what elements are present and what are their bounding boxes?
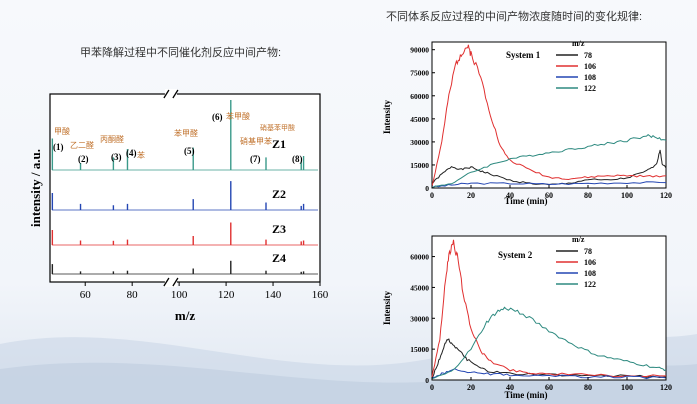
right-caption: 不同体系反应过程的中间产物浓度随时间的变化规律:: [386, 11, 643, 23]
ms-x-tick-label: 60: [80, 289, 92, 301]
system2-chart: 0 20 40 60 80 100 120 0 15000 30000 45000 60000 m/z 7…: [382, 235, 672, 400]
spectrum-z4: Z4: [51, 251, 318, 275]
ms-x-tick-label: 80: [127, 289, 139, 301]
peak-number-label: (5): [184, 146, 195, 156]
peak-compound-label: 苯甲酸: [226, 111, 250, 121]
axis-break-gap: [164, 89, 177, 99]
x-tick-label: 100: [621, 383, 633, 392]
peak-number-label: (3): [111, 152, 122, 162]
spectrum-label-z4: Z4: [272, 251, 286, 265]
legend-title: m/z: [572, 235, 585, 244]
peak-number-label: (2): [78, 154, 89, 164]
x-tick-label: 60: [545, 191, 553, 200]
legend: m/z 78 106 108 122: [556, 39, 596, 93]
y-tick-label: 15000: [410, 345, 429, 354]
series-line-106: [431, 44, 667, 187]
x-tick-label: 20: [467, 191, 475, 200]
series-line-122: [431, 133, 667, 189]
s2-title: System 2: [498, 250, 533, 260]
series-line-122: [431, 306, 667, 380]
peak-compound-label: 甲酸: [54, 126, 70, 136]
left-caption: 甲苯降解过程中不同催化剂反应中间产物:: [80, 47, 282, 59]
spectrum-z2: Z2: [51, 181, 318, 211]
s2-x-label: Time (min): [504, 390, 547, 400]
peak-number-label: (4): [126, 148, 137, 158]
peak-number-label: (8): [292, 154, 303, 164]
axis-break-mark: [163, 277, 170, 287]
legend-entry: 122: [584, 280, 596, 289]
legend-title: m/z: [572, 39, 585, 48]
legend-entry: 78: [584, 51, 592, 60]
x-tick-label: 0: [430, 383, 434, 392]
series-line-108: [431, 368, 667, 380]
legend-entry: 78: [584, 247, 592, 256]
peak-compound-label: 乙二醛: [70, 140, 94, 150]
ms-x-tick-label: 120: [218, 289, 235, 301]
peak-number-label: (1): [53, 142, 64, 152]
y-tick-label: 0: [425, 376, 429, 385]
axis-break-mark: [172, 89, 179, 99]
y-tick-label: 45000: [410, 283, 429, 292]
series-line-78: [431, 338, 667, 380]
legend-entry: 122: [584, 84, 596, 93]
peak-compound-label: 苯: [137, 150, 145, 160]
spectrum-label-z1: Z1: [272, 137, 286, 151]
spectrum-z3: Z3: [51, 222, 318, 246]
s1-y-label: Intensity: [382, 100, 392, 135]
x-tick-label: 120: [660, 191, 672, 200]
x-tick-label: 120: [660, 383, 672, 392]
y-tick-label: 45000: [410, 115, 429, 124]
x-tick-label: 60: [545, 383, 553, 392]
x-tick-label: 80: [584, 383, 592, 392]
ms-x-tick-label: 100: [171, 289, 188, 301]
series-line-108: [431, 181, 667, 189]
mass-spectra-chart: Z1 Z2 Z3 Z4 60 80 100 120 140 160 (1) 甲酸 (2) 乙二醛 (3) 丙…: [28, 89, 329, 323]
x-tick-label: 100: [621, 191, 633, 200]
y-tick-label: 60000: [410, 92, 429, 101]
legend-entry: 108: [584, 73, 596, 82]
s1-x-label: Time (min): [504, 196, 547, 206]
axis-break-mark: [163, 89, 170, 99]
ms-x-tick-label: 140: [265, 289, 282, 301]
legend-entry: 108: [584, 269, 596, 278]
system1-chart: 0 20 40 60 80 100 120 0 15000 30000 45000 60000 7500…: [382, 39, 672, 206]
y-tick-label: 0: [425, 184, 429, 193]
peak-number-label: (6): [212, 112, 223, 122]
y-tick-label: 30000: [410, 138, 429, 147]
legend-entry: 106: [584, 258, 596, 267]
ms-x-tick-label: 160: [312, 289, 329, 301]
legend-entry: 106: [584, 62, 596, 71]
peak-number-label: (7): [250, 154, 261, 164]
y-tick-label: 60000: [410, 253, 429, 262]
spectrum-label-z2: Z2: [272, 187, 286, 201]
x-tick-label: 80: [584, 191, 592, 200]
s1-plot-frame: [431, 41, 667, 189]
series-line-106: [431, 239, 666, 378]
peak-compound-label: 硝基苯甲酸: [260, 123, 295, 132]
peak-compound-label: 苯甲醛: [174, 128, 198, 138]
s1-title: System 1: [506, 50, 541, 60]
x-tick-label: 0: [430, 191, 434, 200]
peak-compound-label: 丙酮醛: [100, 134, 124, 144]
ms-x-label: m/z: [175, 308, 195, 323]
ms-plot-frame: [49, 93, 321, 283]
peak-compound-label: 硝基甲苯: [240, 136, 272, 146]
axis-break-mark: [172, 277, 179, 287]
y-tick-label: 90000: [410, 46, 429, 55]
y-tick-label: 30000: [410, 314, 429, 323]
y-tick-label: 15000: [410, 161, 429, 170]
x-tick-label: 40: [506, 191, 514, 200]
s2-y-label: Intensity: [382, 291, 392, 326]
spectrum-label-z3: Z3: [272, 222, 286, 236]
s2-plot-frame: [431, 235, 667, 381]
x-tick-label: 40: [506, 383, 514, 392]
legend: m/z 78 106 108 122: [556, 235, 596, 289]
x-tick-label: 20: [467, 383, 475, 392]
ms-y-label: intensity / a.u.: [28, 149, 43, 227]
axis-break-gap: [164, 277, 177, 287]
spectrum-z1: Z1: [51, 100, 318, 171]
y-tick-label: 75000: [410, 69, 429, 78]
